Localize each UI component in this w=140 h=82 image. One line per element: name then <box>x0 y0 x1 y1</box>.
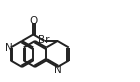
Text: N: N <box>5 43 13 53</box>
Text: N: N <box>54 65 62 75</box>
Text: O: O <box>29 16 37 26</box>
Text: Br: Br <box>38 35 49 45</box>
